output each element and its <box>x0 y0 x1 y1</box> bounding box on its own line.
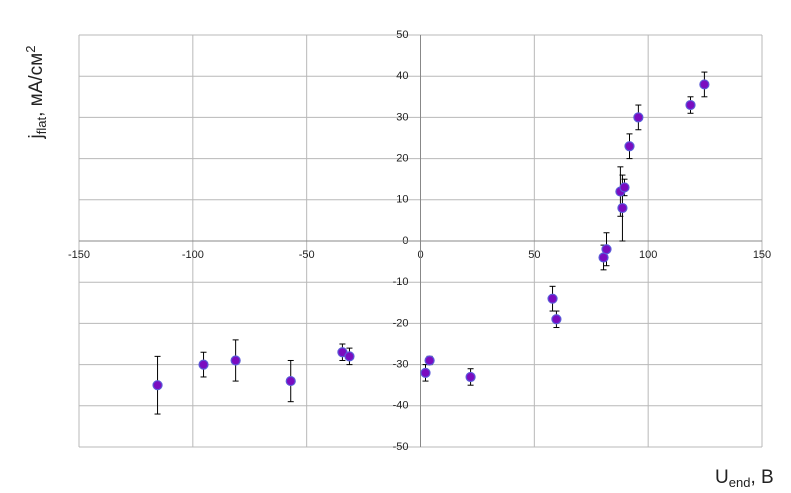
x-tick-label: 100 <box>639 249 657 261</box>
x-axis-label: Uend, В <box>715 467 774 490</box>
x-tick-label: 150 <box>753 249 771 261</box>
data-point <box>152 380 163 391</box>
x-tick-label: -150 <box>68 249 90 261</box>
data-point <box>685 99 696 111</box>
x-tick-label: 50 <box>528 249 540 261</box>
data-point <box>230 355 241 366</box>
x-tick-label: -100 <box>182 249 204 261</box>
y-tick-label: -50 <box>393 441 409 453</box>
data-point <box>617 202 628 214</box>
data-point <box>420 367 431 378</box>
data-point <box>699 79 710 90</box>
x-tick-label: -50 <box>299 249 315 261</box>
y-tick-label: -20 <box>393 317 409 329</box>
data-point <box>624 141 635 152</box>
data-point <box>547 293 558 304</box>
data-point <box>633 112 644 123</box>
y-tick-label: -10 <box>393 276 409 288</box>
y-tick-label: 20 <box>396 153 408 165</box>
y-tick-label: -30 <box>393 359 409 371</box>
data-point <box>619 182 630 193</box>
data-point <box>198 359 209 370</box>
y-tick-label: 30 <box>396 111 408 123</box>
y-axis-label: jflat, мА/см2 <box>23 46 49 140</box>
data-point <box>344 351 355 362</box>
y-tick-label: 40 <box>396 70 408 82</box>
data-point <box>424 355 435 366</box>
data-point <box>285 375 296 387</box>
y-tick-label: -40 <box>393 400 409 412</box>
data-point <box>601 244 612 255</box>
y-tick-label: 50 <box>396 29 408 41</box>
data-point <box>465 371 476 383</box>
data-point <box>551 314 562 325</box>
y-tick-label: 10 <box>396 194 408 206</box>
